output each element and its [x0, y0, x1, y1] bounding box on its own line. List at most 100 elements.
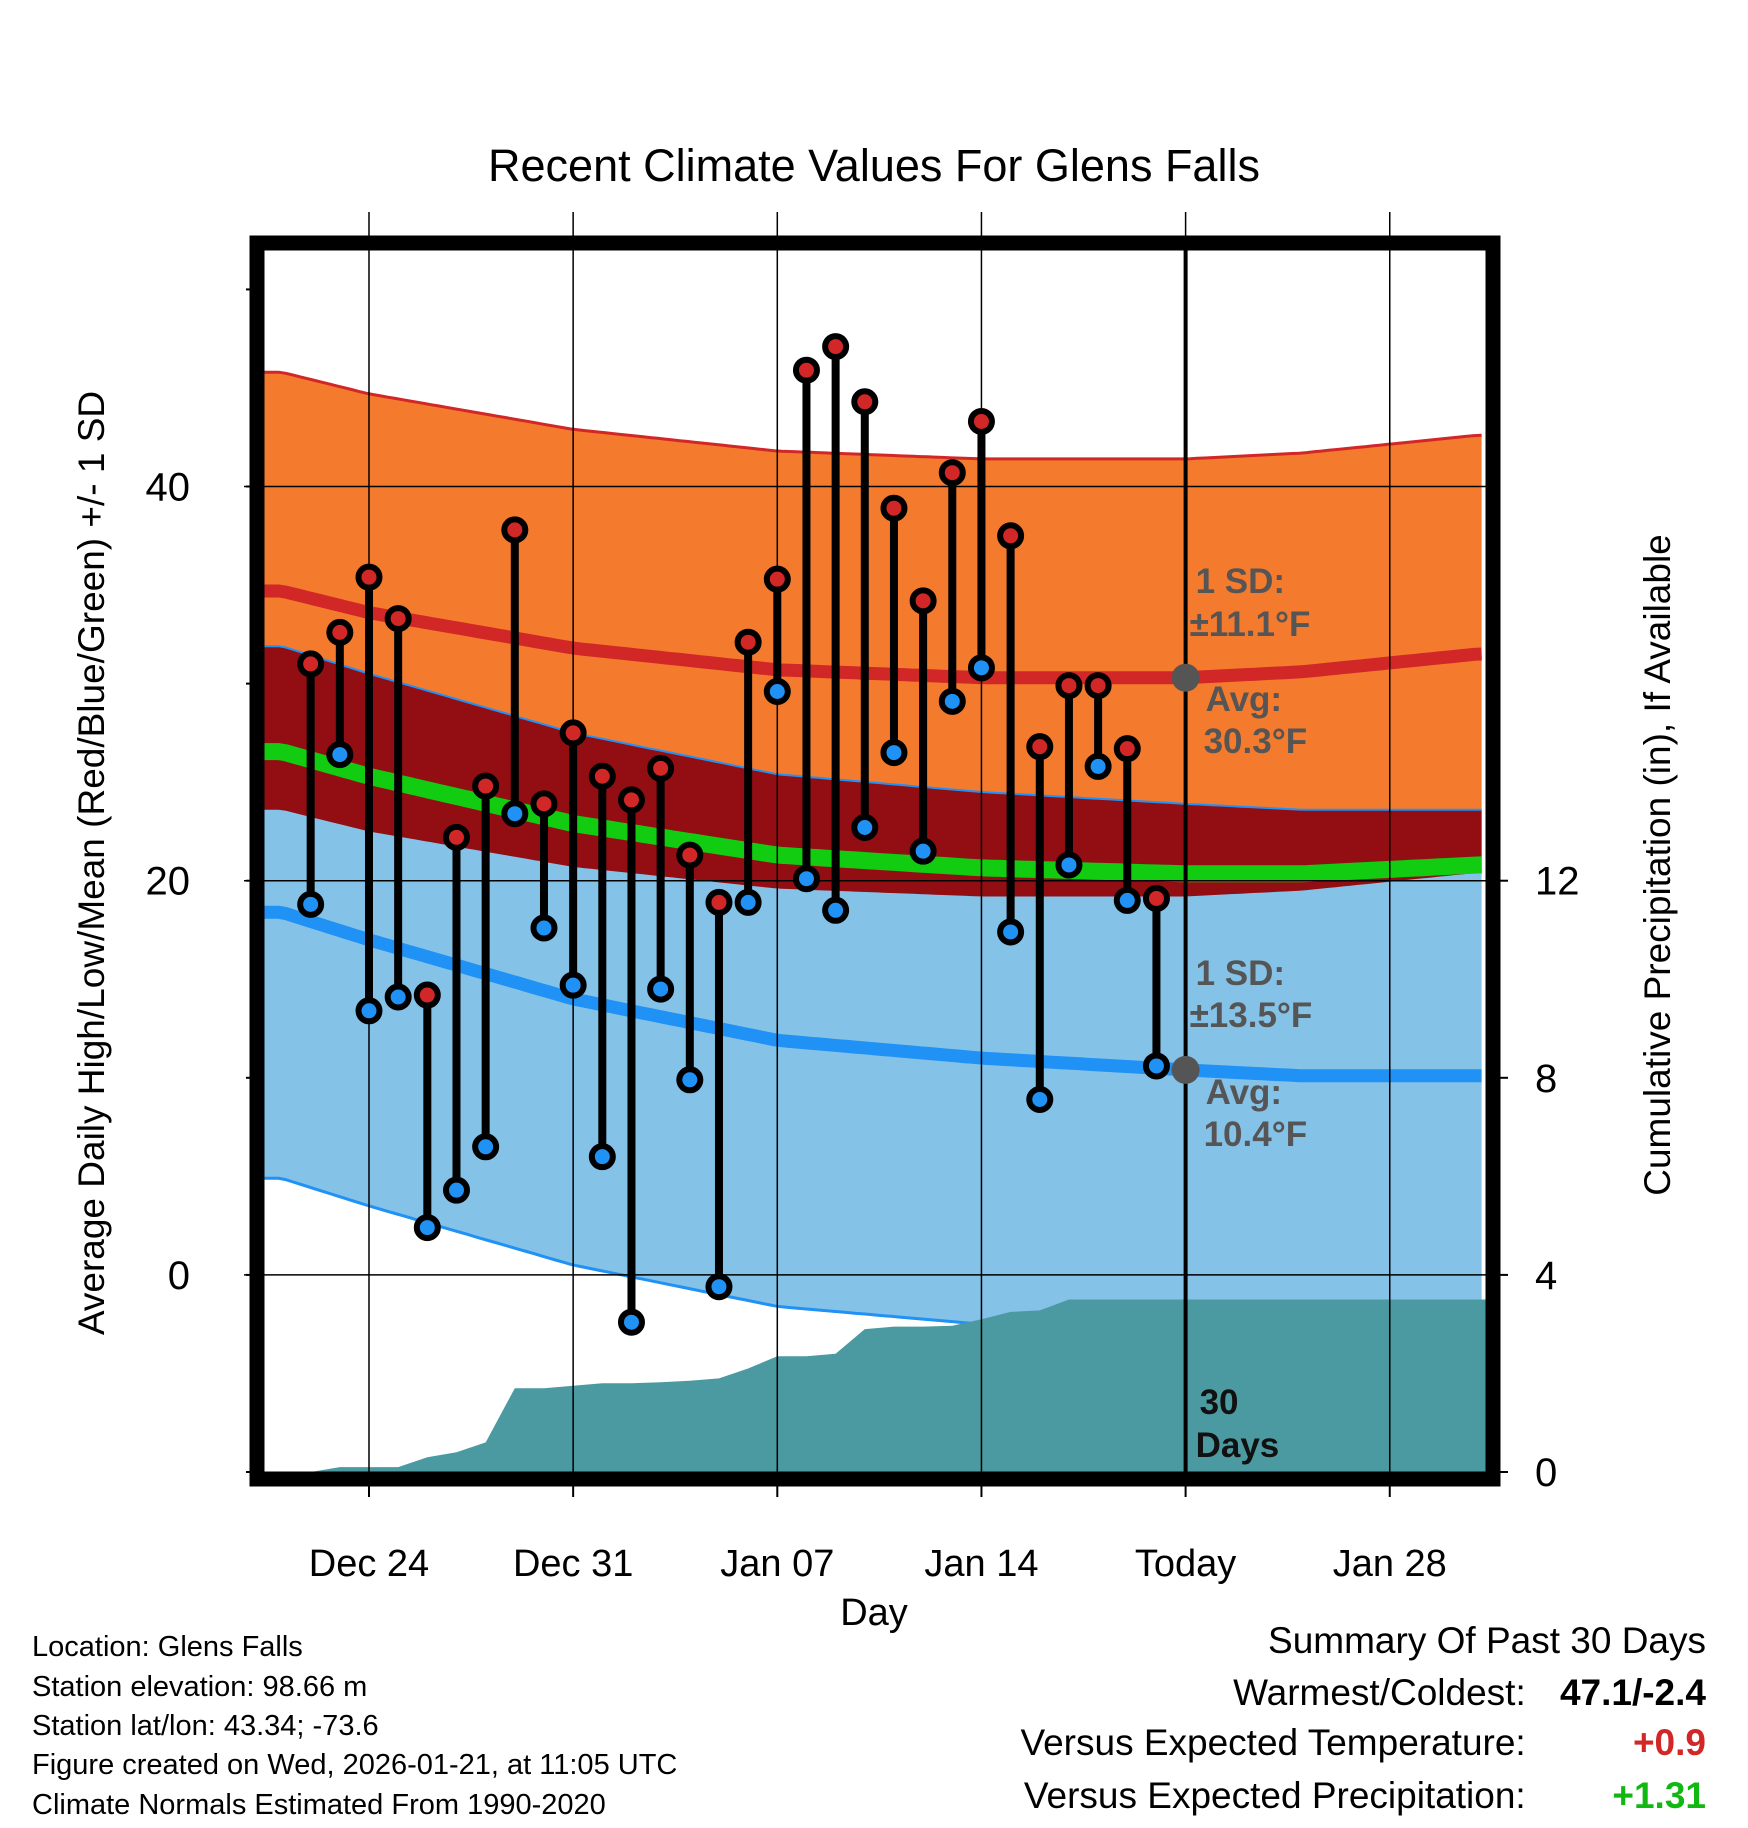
- observed-low-point: [413, 1214, 441, 1242]
- observed-low-point: [442, 1176, 470, 1204]
- high-sd-value: ±11.1°F: [1190, 605, 1311, 644]
- observed-high-point: [676, 841, 704, 869]
- observed-low-point: [851, 813, 879, 841]
- observed-high-point: [297, 650, 325, 678]
- low-normal-line: [264, 905, 1482, 1083]
- observed-low-point: [1084, 752, 1112, 780]
- observation-9: [559, 719, 587, 999]
- low-sd-label: 1 SD:: [1196, 954, 1285, 993]
- today-high-avg-marker: [1171, 663, 1200, 692]
- observed-high-point: [1084, 672, 1112, 700]
- summary-warmest: Warmest/Coldest: 47.1/-2.4: [1233, 1672, 1706, 1714]
- observed-low-point: [880, 739, 908, 767]
- y-tick-label: 0: [168, 1254, 190, 1298]
- observed-low-point: [384, 983, 412, 1011]
- observation-19: [851, 388, 879, 841]
- observed-high-point: [1055, 672, 1083, 700]
- observation-16: [763, 565, 791, 705]
- observed-low-point: [588, 1143, 616, 1171]
- observed-high-point: [384, 605, 412, 633]
- observed-low-point: [617, 1308, 645, 1336]
- observation-13: [676, 841, 704, 1094]
- observation-23: [967, 407, 995, 682]
- observed-low-point: [997, 918, 1025, 946]
- observation-3: [384, 605, 412, 1011]
- observation-7: [501, 516, 529, 828]
- x-tick-label: Jan 07: [720, 1543, 834, 1585]
- plot-frame: [249, 235, 1501, 1487]
- observation-2: [355, 563, 383, 1025]
- observed-low-point: [734, 888, 762, 916]
- y-tick-label: 20: [146, 860, 191, 904]
- observed-high-point: [705, 888, 733, 916]
- observation-17: [792, 356, 820, 893]
- info-location: Location: Glens Falls: [32, 1631, 303, 1663]
- observed-high-point: [442, 823, 470, 851]
- info-elevation: Station elevation: 98.66 m: [32, 1671, 368, 1703]
- observed-high-point: [967, 407, 995, 435]
- summary-precipitation: Versus Expected Precipitation: +1.31: [1024, 1775, 1706, 1817]
- observed-low-point: [763, 677, 791, 705]
- observed-high-point: [326, 618, 354, 646]
- x-axis-label: Day: [840, 1592, 908, 1634]
- observed-high-point: [909, 587, 937, 615]
- observed-low-point: [1026, 1085, 1054, 1113]
- observed-low-point: [1055, 851, 1083, 879]
- observed-high-point: [997, 522, 1025, 550]
- observed-high-point: [472, 772, 500, 800]
- observation-12: [647, 754, 675, 1003]
- overlap-band: [264, 646, 1482, 897]
- observation-28: [1113, 735, 1141, 914]
- observed-low-point: [792, 865, 820, 893]
- high-avg-value: 30.3°F: [1204, 722, 1308, 761]
- observation-21: [909, 587, 937, 865]
- y2-axis-label: Cumulative Precipitation (in), If Availa…: [1637, 534, 1678, 1196]
- low-sd-value: ±13.5°F: [1190, 996, 1313, 1035]
- observed-low-point: [1142, 1052, 1170, 1080]
- today-low-avg-marker: [1171, 1055, 1200, 1084]
- observed-high-point: [1026, 733, 1054, 761]
- observed-low-point: [909, 837, 937, 865]
- y-axis-label: Average Daily High/Low/Mean (Red/Blue/Gr…: [71, 390, 112, 1336]
- observed-low-point: [326, 741, 354, 769]
- observation-5: [442, 823, 470, 1204]
- observation-1: [326, 618, 354, 769]
- observed-low-point: [705, 1273, 733, 1301]
- observation-20: [880, 494, 908, 767]
- days-label-text: Days: [1196, 1426, 1280, 1465]
- y2-tick-label: 12: [1535, 860, 1580, 904]
- observed-high-point: [588, 762, 616, 790]
- mean-normal-line: [264, 743, 1482, 883]
- observation-18: [822, 333, 850, 924]
- observed-high-point: [355, 563, 383, 591]
- observation-29: [1142, 884, 1170, 1080]
- summary-warmest-label: Warmest/Coldest:: [1233, 1672, 1526, 1713]
- observed-high-point: [880, 494, 908, 522]
- summary-temp-label: Versus Expected Temperature:: [1020, 1722, 1526, 1763]
- observed-low-point: [647, 975, 675, 1003]
- observed-high-point: [617, 786, 645, 814]
- high-avg-label: Avg:: [1206, 680, 1282, 719]
- x-tick-label: Today: [1135, 1543, 1236, 1585]
- days-label-count: 30: [1200, 1383, 1239, 1422]
- observation-15: [734, 628, 762, 916]
- observation-4: [413, 981, 441, 1242]
- high-upper-edge: [264, 370, 1482, 461]
- observation-24: [997, 522, 1025, 946]
- observed-low-point: [967, 654, 995, 682]
- precipitation-area: [264, 1299, 1486, 1472]
- observed-high-point: [1142, 884, 1170, 912]
- observed-low-point: [297, 890, 325, 918]
- observed-low-point: [938, 687, 966, 715]
- observed-high-point: [413, 981, 441, 1009]
- observed-high-point: [647, 754, 675, 782]
- observed-low-point: [355, 997, 383, 1025]
- observed-high-point: [1113, 735, 1141, 763]
- observation-10: [588, 762, 616, 1171]
- observation-25: [1026, 733, 1054, 1113]
- observed-low-point: [676, 1066, 704, 1094]
- observed-low-point: [530, 914, 558, 942]
- observation-26: [1055, 672, 1083, 879]
- observed-low-point: [472, 1133, 500, 1161]
